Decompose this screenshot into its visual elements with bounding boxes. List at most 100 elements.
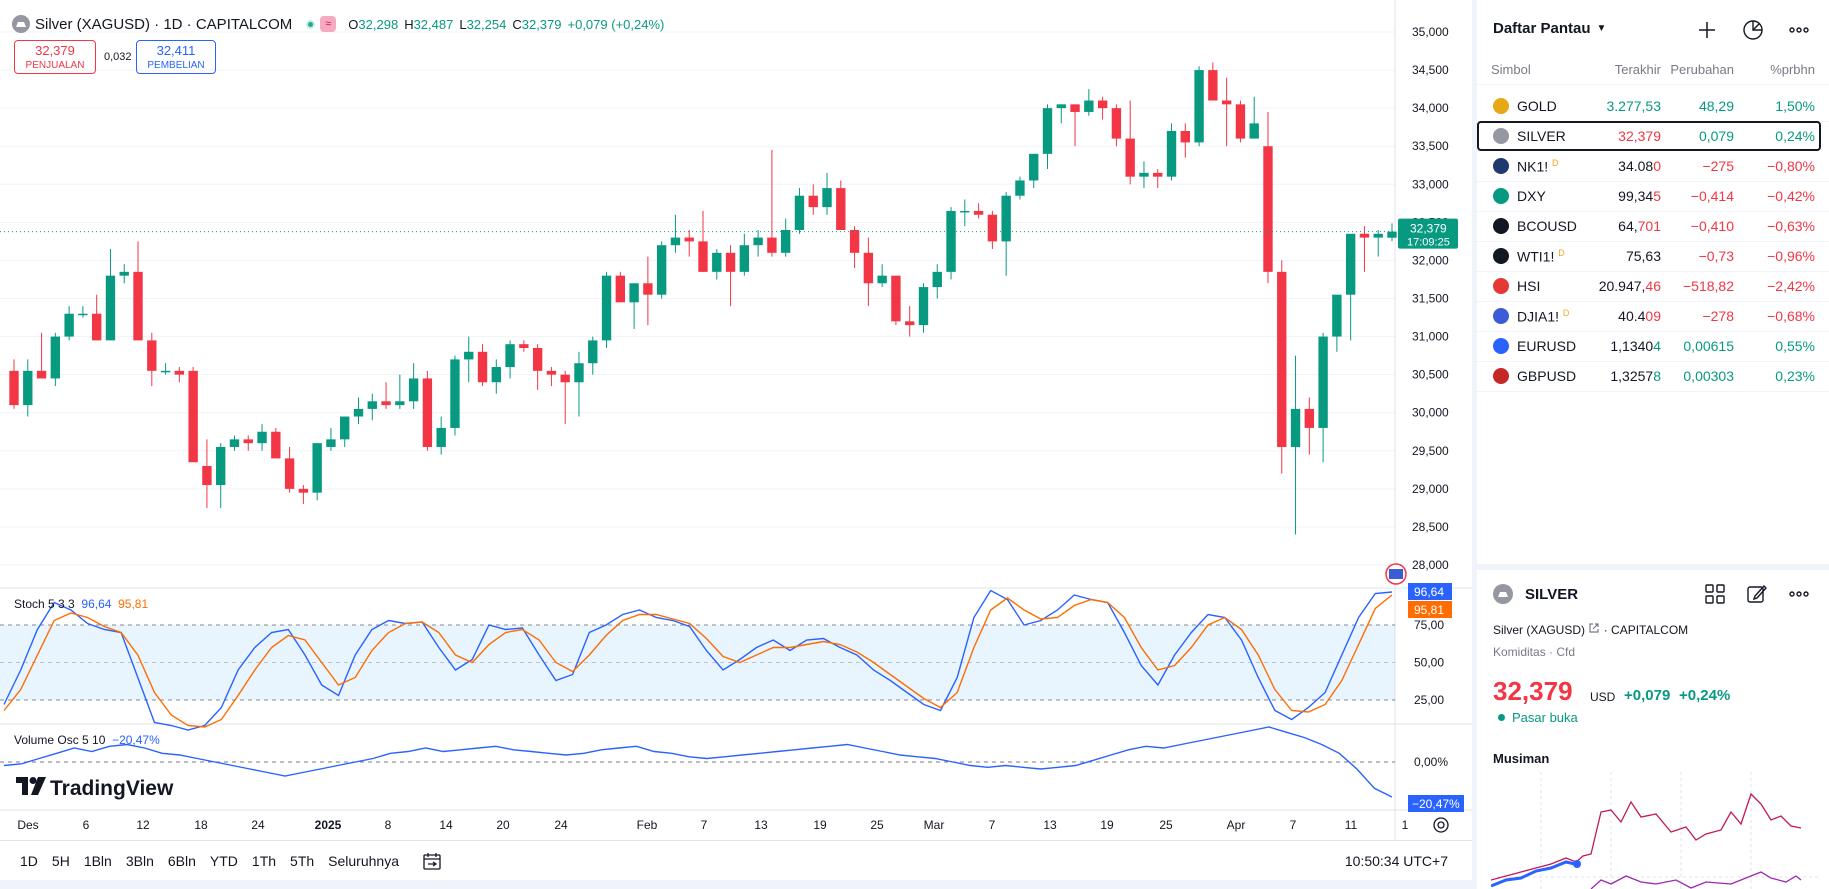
watchlist-row-gold[interactable]: GOLD 3.277,53 48,29 1,50% — [1477, 91, 1829, 121]
column-header-change-pct[interactable]: %prbhn — [1770, 62, 1815, 77]
column-header-symbol[interactable]: Simbol — [1491, 62, 1531, 77]
divider — [1477, 211, 1829, 212]
buy-button[interactable]: 32,411 PEMBELIAN — [136, 40, 216, 74]
layout-grid-icon[interactable] — [1703, 582, 1727, 606]
date-range-icon[interactable] — [420, 849, 444, 873]
candle-body — [1042, 108, 1053, 154]
volosc-tag-label: −20,47% — [1412, 797, 1460, 811]
edit-note-icon[interactable] — [1745, 582, 1769, 606]
watchlist-change-pct: −0,80% — [1767, 158, 1815, 174]
details-price: 32,379 — [1493, 676, 1573, 706]
advanced-view-icon[interactable] — [1741, 18, 1765, 42]
watchlist-row-djia1[interactable]: DJIA1! D 40.409 −278 −0,68% — [1477, 301, 1829, 331]
watchlist-row-gbpusd[interactable]: GBPUSD 1,32578 0,00303 0,23% — [1477, 361, 1829, 391]
timeframe-5th[interactable]: 5Th — [290, 852, 315, 869]
sell-button[interactable]: 32,379 PENJUALAN — [14, 40, 96, 74]
watchlist-row-dxy[interactable]: DXY 99,345 −0,414 −0,42% — [1477, 181, 1829, 211]
candle-body — [1153, 172, 1163, 177]
external-link-icon[interactable] — [1588, 623, 1603, 637]
time-tick-label: 19 — [1100, 818, 1114, 832]
time-tick-label: 7 — [701, 818, 708, 832]
stoch-tick-label: 50,00 — [1414, 656, 1444, 670]
column-header-last[interactable]: Terakhir — [1614, 62, 1661, 77]
stoch-legend[interactable]: Stoch 5 3 3 96,64 95,81 — [14, 597, 148, 611]
market-status: Pasar buka — [1498, 710, 1578, 725]
silver-symbol-icon — [12, 15, 30, 33]
column-header-change[interactable]: Perubahan — [1670, 62, 1734, 77]
chart-title[interactable]: Silver (XAGUSD) · 1D · CAPITALCOM — [35, 15, 293, 33]
candle-body — [849, 229, 860, 253]
price-tick-label: 29,500 — [1412, 444, 1449, 458]
seasonals-title[interactable]: Musiman — [1493, 751, 1550, 766]
chart-panel[interactable]: 35,00034,50034,00033,50033,00032,50032,0… — [0, 0, 1472, 880]
watchlist-row-nk1[interactable]: NK1! D 34.080 −275 −0,80% — [1477, 151, 1829, 181]
details-more-icon[interactable] — [1787, 582, 1811, 606]
time-tick-label: Apr — [1227, 818, 1246, 832]
watchlist-row-silver[interactable]: SILVER 32,379 0,079 0,24% — [1477, 121, 1829, 151]
seasonal-current-dot — [1573, 860, 1581, 868]
timeframe-all[interactable]: Seluruhnya — [328, 852, 399, 869]
timeframe-6bln[interactable]: 6Bln — [167, 852, 196, 869]
volosc-legend[interactable]: Volume Osc 5 10 −20,47% — [14, 733, 160, 747]
divider — [1477, 391, 1829, 392]
timeframe-1th[interactable]: 1Th — [251, 852, 277, 869]
watchlist-change: 0,079 — [1698, 128, 1734, 144]
stoch-tick-label: 25,00 — [1414, 693, 1444, 707]
details-symbol[interactable]: SILVER — [1493, 584, 1578, 604]
candle-body — [367, 401, 377, 409]
chart-canvas[interactable]: 35,00034,50034,00033,50033,00032,50032,0… — [0, 0, 1472, 840]
watchlist-title[interactable]: Daftar Pantau ▼ — [1493, 20, 1606, 37]
seasonals-mini-chart[interactable] — [1491, 772, 1821, 889]
watchlist-change: 0,00303 — [1683, 368, 1734, 384]
candle-body — [753, 237, 763, 246]
candle-body — [1084, 100, 1094, 112]
candle-body — [656, 245, 667, 295]
last-price-label: 32,379 — [1410, 222, 1447, 236]
watchlist-change-pct: 0,23% — [1775, 368, 1815, 384]
time-tick-label: 18 — [194, 818, 208, 832]
timeframe-5h[interactable]: 5H — [51, 852, 70, 869]
candle-body — [188, 370, 198, 463]
more-options-icon[interactable] — [1787, 18, 1811, 42]
watchlist-last: 40.409 — [1618, 308, 1661, 324]
candle-body — [271, 431, 281, 459]
details-full-name[interactable]: Silver (XAGUSD) · CAPITALCOM — [1493, 622, 1688, 637]
candle-body — [905, 321, 915, 326]
candle-body — [436, 427, 446, 447]
sell-label: PENJUALAN — [25, 60, 85, 71]
price-tick-label: 28,500 — [1412, 520, 1449, 534]
last-price-tag — [1398, 218, 1458, 249]
stoch-d-tag — [1408, 601, 1452, 618]
candle-body — [9, 370, 19, 406]
watchlist-symbol: BCOUSD — [1517, 218, 1577, 234]
watchlist-row-bcousd[interactable]: BCOUSD 64,701 −0,410 −0,63% — [1477, 211, 1829, 241]
watchlist-row-eurusd[interactable]: EURUSD 1,13404 0,00615 0,55% — [1477, 331, 1829, 361]
watchlist-last: 32,379 — [1618, 128, 1661, 144]
watchlist-row-wti1[interactable]: WTI1! D 75,63 −0,73 −0,96% — [1477, 241, 1829, 271]
candle-body — [91, 313, 102, 341]
panel-divider — [1477, 564, 1829, 570]
approx-data-badge[interactable]: ≈ — [320, 16, 337, 32]
watchlist-last: 1,32578 — [1610, 368, 1661, 384]
time-tick-label: 19 — [813, 818, 827, 832]
timeframe-ytd[interactable]: YTD — [209, 852, 238, 869]
symbol-logo-icon — [1493, 308, 1509, 324]
utc-clock[interactable]: 10:50:34 UTC+7 — [1344, 853, 1448, 869]
timeframe-3bln[interactable]: 3Bln — [125, 852, 154, 869]
candle-body — [1070, 104, 1080, 112]
price-tick-label: 29,000 — [1412, 482, 1449, 496]
details-category: Komiditas · Cfd — [1493, 645, 1576, 659]
settings-gear-icon-center — [1437, 821, 1445, 829]
timeframe-1d[interactable]: 1D — [20, 852, 38, 869]
watchlist-symbol: GOLD — [1517, 98, 1557, 114]
watchlist-symbol: WTI1! D — [1517, 248, 1565, 265]
tradingview-logo[interactable]: TradingView — [16, 777, 173, 801]
candle-body — [160, 370, 171, 373]
settings-gear-icon — [1433, 817, 1449, 833]
add-symbol-icon[interactable] — [1695, 18, 1719, 42]
timeframe-1bln[interactable]: 1Bln — [83, 852, 112, 869]
candle-body — [725, 252, 736, 272]
candle-body — [284, 458, 295, 489]
candle-body — [1221, 100, 1232, 105]
watchlist-row-hsi[interactable]: HSI 20.947,46 −518,82 −2,42% — [1477, 271, 1829, 301]
